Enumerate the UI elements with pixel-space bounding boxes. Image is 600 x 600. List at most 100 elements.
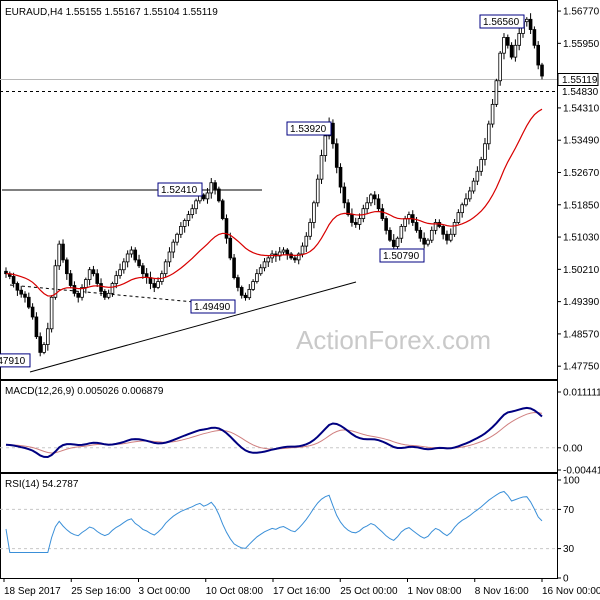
candle-body: [285, 249, 290, 255]
rsi-tick-label: 100: [563, 476, 580, 487]
candle-body: [486, 123, 491, 145]
candle-body: [517, 33, 521, 46]
candle-body: [232, 257, 236, 279]
candle-body: [209, 182, 214, 194]
candle-body: [346, 202, 350, 216]
candle-body: [266, 257, 271, 263]
candle-body: [304, 235, 309, 247]
price-tick-label: 1.50210: [563, 265, 600, 276]
price-label-box: [479, 14, 525, 29]
candle-body: [247, 289, 252, 299]
candle-body: [467, 190, 472, 200]
candle-body: [315, 178, 320, 204]
candle-body: [224, 218, 229, 239]
candle-body: [296, 253, 301, 261]
candle-body: [106, 292, 111, 298]
price-tick-label: 1.48570: [563, 329, 600, 340]
candle-body: [369, 194, 373, 204]
candle-body: [479, 159, 483, 172]
candle-body: [536, 44, 540, 66]
candle-body: [490, 103, 495, 125]
price-label-box: [379, 248, 425, 263]
candle-body: [182, 220, 187, 227]
candle-body: [357, 218, 362, 225]
price-labels: 1.52410 1.53920 1.49490 1.50790 1.56560 1.479…: [0, 14, 525, 368]
candle-body: [312, 202, 316, 223]
candle-body: [171, 241, 176, 253]
candle-body: [190, 208, 195, 216]
candle-body: [141, 265, 145, 275]
candle-body: [53, 265, 58, 298]
candle-body: [429, 229, 434, 241]
candle-body: [445, 233, 449, 241]
macd-tick-label: 0.00: [563, 443, 583, 454]
candle-body: [258, 267, 263, 275]
time-axis: 18 Sep 2017 25 Sep 16:00 3 Oct 00:00 10 Oct…: [3, 578, 600, 597]
price-tick-label: 1.51850: [563, 200, 600, 211]
macd-header: MACD(12,26,9) 0.005026 0.006879: [5, 386, 164, 397]
candle-body: [186, 214, 191, 221]
candle-body: [433, 222, 438, 231]
macd-panel: [0, 380, 558, 473]
candle-body: [167, 251, 172, 263]
candle-body: [365, 202, 369, 210]
price-label-text: 1.56560: [483, 17, 520, 28]
watermark: ActionForex.com: [296, 325, 491, 355]
candle-body: [532, 29, 537, 46]
price-tick-label: 1.52670: [563, 168, 600, 179]
candle-body: [342, 186, 347, 204]
candle-body: [452, 222, 457, 235]
candle-body: [228, 237, 233, 259]
price-label-text: 1.50790: [383, 251, 420, 262]
candle-body: [293, 257, 297, 261]
candle-body: [95, 273, 100, 284]
candle-body: [281, 249, 286, 253]
candle-body: [61, 243, 65, 261]
candle-body: [205, 192, 210, 200]
candle-body: [11, 276, 16, 284]
candle-body: [30, 306, 35, 318]
candle-body: [528, 18, 533, 30]
candle-body: [220, 200, 225, 219]
candle-body: [380, 208, 385, 219]
price-label-box: [157, 182, 203, 197]
time-tick-label: 1 Nov 08:00: [408, 586, 462, 597]
candle-body: [23, 293, 27, 298]
candle-body: [99, 283, 103, 292]
candle-body: [4, 270, 8, 275]
price-tick-label: 1.49390: [563, 297, 600, 308]
candle-body: [513, 44, 518, 58]
candle-body: [49, 296, 54, 330]
rsi-tick-label: 30: [563, 544, 575, 555]
candle-body: [361, 208, 366, 219]
price-tick-label: 1.54310: [563, 103, 600, 114]
candle-body: [87, 269, 92, 280]
price-tick-label: 1.56770: [563, 7, 600, 18]
candle-body: [118, 269, 122, 277]
candle-body: [137, 259, 141, 267]
candle-body: [395, 237, 400, 247]
candle-body: [494, 80, 499, 105]
candle-body: [262, 261, 267, 269]
candle-body: [414, 222, 419, 231]
candle-body: [376, 198, 381, 210]
candle-body: [255, 273, 259, 282]
rsi-panel: [0, 473, 558, 579]
candle-body: [38, 336, 43, 353]
candle-body: [15, 283, 20, 291]
candle-body: [422, 237, 426, 245]
candle-body: [540, 64, 544, 77]
candle-body: [456, 212, 461, 223]
candle-body: [213, 182, 217, 190]
rsi-line: [5, 490, 543, 553]
candle-body: [384, 218, 388, 231]
macd-tick-label: 0.011111: [563, 388, 600, 399]
candle-body: [114, 275, 119, 284]
time-tick-label: 3 Oct 00:00: [139, 586, 191, 597]
price-label-text: 1.53920: [290, 124, 327, 135]
time-tick-label: 8 Nov 16:00: [475, 586, 529, 597]
candle-body: [80, 287, 84, 298]
candle-body: [471, 180, 476, 192]
rising-trendline: [29, 281, 357, 373]
candle-body: [475, 170, 480, 182]
